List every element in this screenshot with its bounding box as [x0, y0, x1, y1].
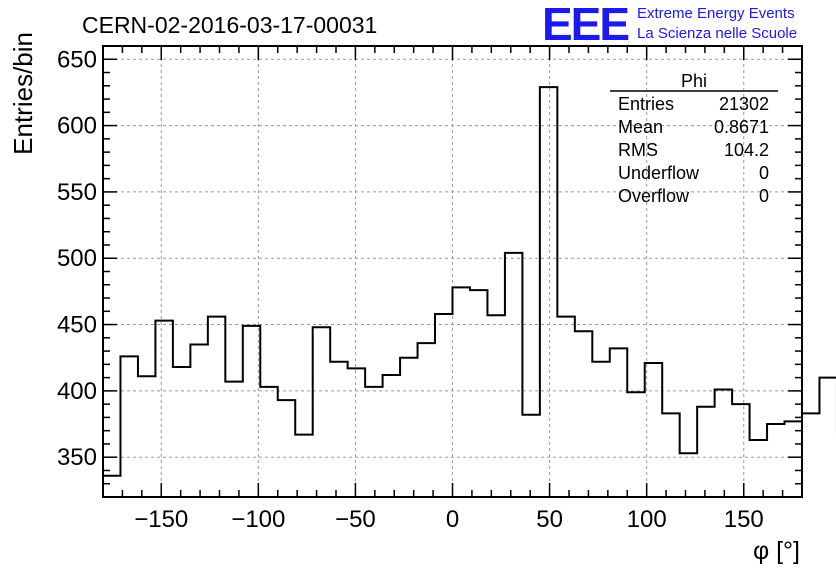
histogram-bin — [348, 368, 365, 497]
stats-title: Phi — [681, 71, 707, 91]
y-tick-label: 600 — [57, 113, 97, 140]
histogram-bin — [330, 362, 347, 497]
histogram-bin — [575, 331, 592, 497]
y-ticks: 350 400 450 500 550 600 650 — [57, 45, 802, 485]
y-tick-label: 400 — [57, 378, 97, 405]
x-tick-label: −50 — [335, 506, 376, 533]
histogram-bin — [557, 317, 574, 497]
histogram-bin — [383, 375, 400, 497]
histogram-bin — [453, 287, 470, 497]
histogram-bin — [505, 253, 522, 497]
x-tick-label: 150 — [724, 506, 764, 533]
histogram-bin — [610, 348, 627, 497]
x-tick-label: −150 — [134, 506, 188, 533]
x-tick-label: 0 — [446, 506, 459, 533]
stats-row-label: Underflow — [618, 163, 700, 183]
histogram-bin — [243, 326, 260, 497]
histogram-bin — [365, 387, 382, 497]
stats-rows: Entries 21302 Mean 0.8671 RMS 104.2 Underflow 0… — [618, 94, 769, 206]
histogram-bin — [190, 344, 207, 497]
y-tick-label: 650 — [57, 46, 97, 73]
histogram-bin — [750, 440, 767, 497]
x-ticks: −150 −100 −50 0 50 100 150 — [102, 46, 803, 533]
logo-line-2: La Scienza nelle Scuole — [637, 25, 797, 42]
stats-row-value: 0 — [759, 163, 769, 183]
logo-line-1: Extreme Energy Events — [637, 5, 795, 22]
histogram-bin — [487, 315, 504, 497]
stats-row-label: RMS — [618, 140, 658, 160]
histogram-bin — [295, 435, 312, 497]
histogram-bin — [819, 378, 836, 497]
histogram-bin — [470, 290, 487, 497]
chart-title: CERN-02-2016-03-17-00031 — [82, 12, 377, 38]
histogram-bin — [645, 363, 662, 497]
histogram-bin — [715, 390, 732, 497]
logo-mark: EEE — [542, 0, 628, 50]
histogram-outline — [102, 86, 836, 497]
stats-row-label: Mean — [618, 117, 663, 137]
stats-row-label: Overflow — [618, 186, 690, 206]
x-tick-label: 50 — [536, 506, 563, 533]
histogram-bin — [120, 356, 137, 497]
histogram-bin — [225, 382, 242, 497]
y-tick-label: 500 — [57, 245, 97, 272]
histogram-bin — [732, 404, 749, 497]
stats-row-value: 0 — [759, 186, 769, 206]
histogram-bin — [138, 376, 155, 497]
y-axis-label: Entries/bin — [8, 32, 38, 155]
x-axis-label: φ [°] — [753, 537, 800, 565]
histogram-bin — [400, 358, 417, 497]
x-tick-label: −100 — [231, 506, 285, 533]
histogram-bin — [785, 421, 802, 497]
stats-row-value: 0.8671 — [714, 117, 769, 137]
histogram-bin — [680, 453, 697, 497]
y-tick-label: 550 — [57, 179, 97, 206]
stats-box: Phi Entries 21302 Mean 0.8671 RMS 104.2 Underf… — [610, 71, 778, 206]
stats-row-value: 104.2 — [724, 140, 769, 160]
histogram-bin — [697, 407, 714, 497]
eee-logo: EEE Extreme Energy Events La Scienza nel… — [542, 0, 797, 50]
histogram-bin — [627, 392, 644, 497]
histogram-bin — [522, 415, 539, 497]
histogram-bin — [103, 476, 120, 497]
histogram-bin — [208, 317, 225, 497]
x-tick-label: 100 — [627, 506, 667, 533]
histogram-bin — [155, 321, 172, 497]
histogram-bin — [540, 87, 557, 497]
histogram-bin — [313, 327, 330, 497]
histogram-bin — [418, 343, 435, 497]
histogram-bin — [592, 362, 609, 497]
histogram-bin — [802, 413, 819, 497]
histogram-bin — [435, 314, 452, 497]
histogram-bin — [260, 387, 277, 497]
data-layer — [102, 86, 836, 497]
y-tick-label: 350 — [57, 444, 97, 471]
y-tick-label: 450 — [57, 312, 97, 339]
histogram-bin — [278, 400, 295, 497]
histogram-bin — [767, 424, 784, 497]
histogram-bin — [173, 367, 190, 497]
stats-row-value: 21302 — [719, 94, 769, 114]
histogram-bin — [662, 413, 679, 497]
stats-row-label: Entries — [618, 94, 674, 114]
grid — [103, 46, 802, 497]
